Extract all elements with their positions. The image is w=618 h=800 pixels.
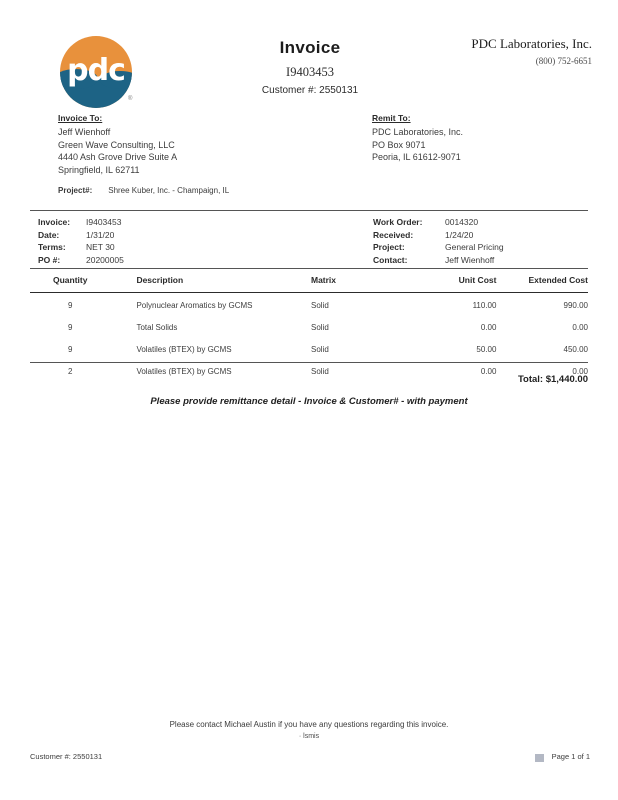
divider-meta-bottom: [30, 268, 588, 269]
remit-to-block: Remit To: PDC Laboratories, Inc. PO Box …: [372, 113, 463, 164]
company-name: PDC Laboratories, Inc.: [471, 36, 592, 51]
cell-quantity: 9: [67, 301, 73, 310]
cell-description: Volatiles (BTEX) by GCMS: [136, 345, 232, 354]
divider-table-bottom: [30, 362, 588, 363]
invoice-number: I9403453: [286, 65, 334, 79]
meta-row: Date: 1/31/20: [38, 229, 124, 242]
meta-value: 0014320: [445, 217, 479, 227]
invoice-header: pdc ® Invoice I9403453 Customer #: 25501…: [0, 28, 618, 118]
meta-value: 20200005: [86, 254, 124, 265]
meta-row: Invoice: I9403453: [38, 216, 124, 229]
meta-row: Project: General Pricing: [373, 241, 504, 254]
logo-wordmark: pdc: [67, 53, 126, 88]
footer-customer-number: Customer #: 2550131: [30, 752, 103, 761]
invoice-meta-right: Work Order: 0014320 Received: 1/24/20 Proj…: [373, 216, 504, 266]
cell-unit-cost: 110.00: [472, 301, 497, 310]
meta-label: Project:: [373, 242, 405, 252]
table-row: 9 Polynuclear Aromatics by GCMS Solid 11…: [30, 294, 588, 316]
meta-row: Contact: Jeff Wienhoff: [373, 254, 504, 267]
bill-to-heading: Invoice To:: [58, 113, 103, 123]
cell-unit-cost: 0.00: [480, 323, 497, 332]
footer-document-code: · lsmis: [298, 733, 320, 740]
meta-label: Terms:: [38, 242, 66, 252]
bill-to-line: Jeff Wienhoff: [58, 127, 111, 137]
meta-value: 1/24/20: [445, 229, 474, 240]
meta-label: Invoice:: [38, 217, 71, 227]
divider-header-bottom: [30, 292, 588, 293]
bill-to-line: 4440 Ash Grove Drive Suite A: [58, 152, 178, 162]
table-row: 9 Total Solids Solid 0.00 0.00: [30, 316, 588, 338]
meta-label: Contact:: [373, 254, 408, 265]
column-header-description: Description: [136, 275, 184, 285]
cell-unit-cost: 0.00: [480, 367, 497, 376]
table-row: 2 Volatiles (BTEX) by GCMS Solid 0.00 0.…: [30, 360, 588, 382]
column-header-unit-cost: Unit Cost: [458, 275, 497, 285]
page-footer: Customer #: 2550131 Page 1 of 1: [0, 752, 618, 774]
page-title: Invoice: [279, 38, 341, 57]
meta-row: PO #: 20200005: [38, 254, 124, 267]
column-header-extended-cost: Extended Cost: [528, 275, 588, 285]
bill-to-line: Green Wave Consulting, LLC: [58, 139, 175, 150]
project-header: Project#: Shree Kuber, Inc. - Champaign,…: [58, 186, 229, 195]
bill-to-line: Springfield, IL 62711: [58, 164, 140, 175]
remit-to-line: PO Box 9071: [372, 139, 426, 150]
remit-to-line: Peoria, IL 61612-9071: [372, 152, 461, 162]
table-header-row: Quantity Description Matrix Unit Cost Ex…: [30, 275, 588, 294]
cell-extended-cost: 0.00: [572, 323, 588, 332]
project-header-label: Project#:: [58, 186, 93, 195]
meta-row: Terms: NET 30: [38, 241, 124, 254]
meta-label: Received:: [373, 229, 414, 240]
cell-unit-cost: 50.00: [476, 345, 497, 354]
cell-quantity: 9: [67, 345, 73, 354]
cell-quantity: 9: [67, 323, 73, 332]
registered-trademark-icon: ®: [128, 96, 133, 102]
line-items-table: Quantity Description Matrix Unit Cost Ex…: [30, 275, 588, 382]
column-header-quantity: Quantity: [52, 275, 88, 285]
invoice-title-block: Invoice I9403453 Customer #: 2550131: [200, 38, 420, 96]
remittance-note: Please provide remittance detail - Invoi…: [150, 396, 468, 407]
cell-extended-cost: 450.00: [563, 345, 588, 354]
cell-matrix: Solid: [310, 301, 329, 310]
remit-to-heading: Remit To:: [372, 113, 411, 123]
remit-to-line: PDC Laboratories, Inc.: [372, 127, 464, 137]
meta-row: Work Order: 0014320: [373, 216, 504, 229]
meta-value: Jeff Wienhoff: [445, 254, 495, 265]
company-identity: PDC Laboratories, Inc. (800) 752-6651: [471, 36, 592, 66]
table-row: 9 Volatiles (BTEX) by GCMS Solid 50.00 4…: [30, 338, 588, 360]
company-phone: (800) 752-6651: [535, 56, 592, 66]
meta-label: Work Order:: [373, 217, 423, 227]
cell-matrix: Solid: [310, 323, 329, 332]
invoice-meta-left: Invoice: I9403453 Date: 1/31/20 Terms: NET …: [38, 216, 124, 266]
logo-wave-icon: [60, 69, 132, 108]
divider-meta-top: [30, 210, 588, 211]
cell-quantity: 2: [67, 367, 73, 376]
cell-extended-cost: 990.00: [563, 301, 588, 310]
meta-label: Date:: [38, 229, 60, 240]
bill-to-block: Invoice To: Jeff Wienhoff Green Wave Con…: [58, 113, 177, 176]
footer-contact-note: Please contact Michael Austin if you hav…: [169, 720, 449, 729]
cell-description: Volatiles (BTEX) by GCMS: [136, 367, 232, 376]
column-header-matrix: Matrix: [310, 275, 337, 285]
cell-extended-cost: 0.00: [572, 367, 588, 376]
logo-circle-icon: pdc: [60, 36, 132, 108]
meta-value: General Pricing: [445, 242, 504, 252]
cell-matrix: Solid: [310, 367, 329, 376]
meta-row: Received: 1/24/20: [373, 229, 504, 242]
cell-description: Polynuclear Aromatics by GCMS: [136, 301, 253, 310]
meta-value: 1/31/20: [86, 229, 115, 240]
meta-value: I9403453: [86, 217, 122, 227]
project-header-value: Shree Kuber, Inc. - Champaign, IL: [108, 186, 230, 195]
customer-number: Customer #: 2550131: [261, 85, 359, 96]
footer-page-number: Page 1 of 1: [551, 752, 590, 761]
meta-label: PO #:: [38, 254, 61, 265]
cell-matrix: Solid: [310, 345, 329, 354]
cell-description: Total Solids: [136, 323, 178, 332]
meta-value: NET 30: [86, 242, 115, 252]
barcode-icon: [535, 754, 544, 762]
invoice-total: Total: $1,440.00: [517, 374, 588, 385]
pdc-logo: pdc ®: [58, 34, 140, 112]
